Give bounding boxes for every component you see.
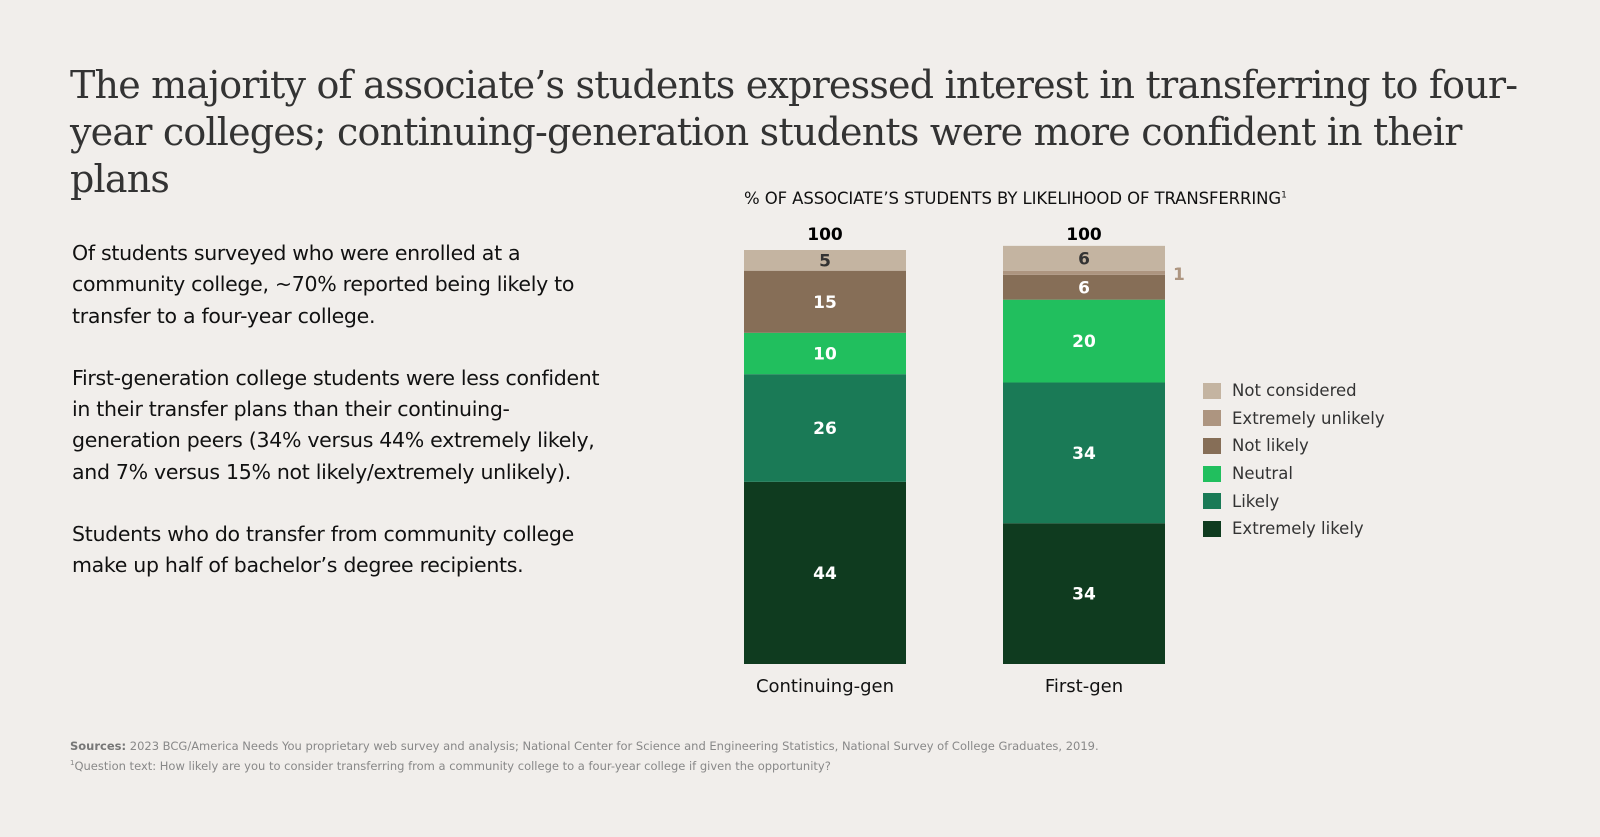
legend-item: Not considered <box>1203 377 1385 405</box>
data-label: 5 <box>819 251 831 271</box>
legend-item: Likely <box>1203 487 1385 515</box>
body-text: Of students surveyed who were enrolled a… <box>72 238 612 613</box>
data-label: 10 <box>813 345 837 365</box>
bar-segment <box>1003 523 1165 664</box>
bar-segment <box>744 270 906 333</box>
legend-item: Extremely likely <box>1203 515 1385 543</box>
legend-item: Not likely <box>1203 432 1385 460</box>
data-label: 34 <box>1072 585 1096 605</box>
body-paragraph: First-generation college students were l… <box>72 365 600 484</box>
bar-segment <box>744 374 906 482</box>
legend-item: Extremely unlikely <box>1203 405 1385 433</box>
bar-segment <box>1003 245 1165 271</box>
data-label: 15 <box>813 293 837 313</box>
bar-segment <box>744 481 906 664</box>
legend-item: Neutral <box>1203 460 1385 488</box>
footnote-mark: 1 <box>1281 190 1287 201</box>
bar-segment <box>744 250 906 271</box>
body-paragraph: Of students surveyed who were enrolled a… <box>72 241 575 328</box>
data-label: 6 <box>1078 249 1090 269</box>
legend-swatch <box>1203 382 1221 399</box>
data-label: 44 <box>813 564 837 584</box>
data-label: 26 <box>813 419 837 439</box>
legend-swatch <box>1203 465 1221 482</box>
data-label: 34 <box>1072 444 1096 464</box>
bar-segment <box>1003 299 1165 383</box>
chart-title: % OF ASSOCIATE’S STUDENTS BY LIKELIHOOD … <box>744 189 1287 208</box>
sources-line: Sources: 2023 BCG/America Needs You prop… <box>70 739 1099 753</box>
data-label: 1 <box>1173 265 1185 285</box>
category-label: Continuing-gen <box>756 676 894 697</box>
legend-swatch <box>1203 493 1221 510</box>
legend: Not considered Extremely unlikely Not li… <box>1203 377 1385 543</box>
category-label: First-gen <box>1045 676 1123 697</box>
data-label: 6 <box>1078 278 1090 298</box>
bar-segment <box>1003 382 1165 524</box>
page-title: The majority of associate’s students exp… <box>70 63 1518 201</box>
bar-segment <box>744 332 906 375</box>
legend-swatch <box>1203 437 1221 454</box>
legend-swatch <box>1203 410 1221 427</box>
footnote-line: 1Question text: How likely are you to co… <box>70 758 831 773</box>
data-label: 20 <box>1072 332 1096 352</box>
total-label: 100 <box>1066 225 1102 245</box>
body-paragraph: Students who do transfer from community … <box>72 522 574 578</box>
bar-segment <box>1003 274 1165 300</box>
bar-segment <box>1003 270 1165 275</box>
footer: Sources: 2023 BCG/America Needs You prop… <box>70 738 1099 775</box>
legend-swatch <box>1203 520 1221 537</box>
total-label: 100 <box>807 225 843 245</box>
